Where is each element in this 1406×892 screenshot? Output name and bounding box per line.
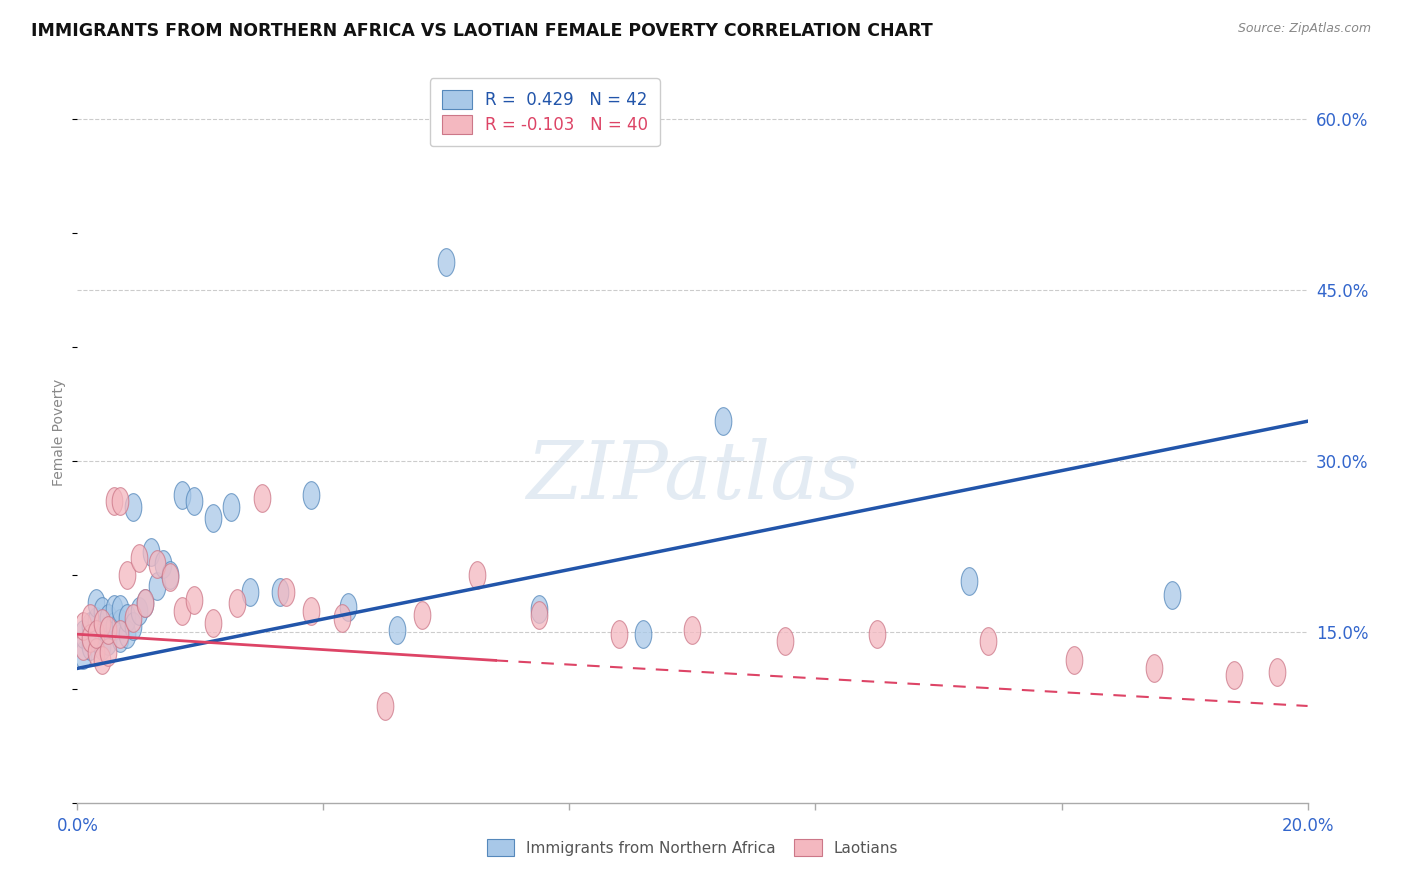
Point (72, 648, 94, 662)
Point (152, 557, 174, 571)
Point (183, 494, 205, 508)
Point (103, 619, 125, 633)
Point (607, 627, 630, 641)
Point (141, 545, 163, 559)
Text: ZIPatlas: ZIPatlas (526, 438, 859, 516)
Point (110, 627, 132, 641)
Point (90, 639, 114, 653)
Point (84, 614, 107, 628)
Point (250, 491, 273, 505)
Point (84, 597, 107, 611)
Point (527, 602, 550, 616)
Point (146, 579, 169, 593)
Point (276, 585, 298, 599)
Point (121, 619, 143, 633)
Point (183, 593, 205, 607)
Point (866, 627, 889, 641)
Point (146, 557, 169, 571)
Point (299, 488, 322, 502)
Point (201, 615, 224, 630)
Point (121, 500, 143, 514)
Point (79, 639, 101, 653)
Point (269, 585, 291, 599)
Point (97, 634, 120, 648)
Point (115, 568, 138, 582)
Point (103, 602, 125, 616)
Point (773, 634, 796, 648)
Point (682, 623, 704, 637)
Point (465, 568, 488, 582)
Point (115, 627, 138, 641)
Point (90, 653, 114, 667)
Point (1265, 665, 1288, 679)
Point (436, 254, 458, 268)
Point (957, 574, 980, 588)
Legend: Immigrants from Northern Africa, Laotians: Immigrants from Northern Africa, Laotian… (477, 830, 908, 865)
Point (1143, 661, 1166, 675)
Point (90, 615, 114, 630)
Text: Source: ZipAtlas.com: Source: ZipAtlas.com (1237, 22, 1371, 36)
Point (79, 619, 101, 633)
Point (977, 634, 1000, 648)
Point (711, 414, 734, 428)
Point (97, 623, 120, 637)
Point (159, 568, 181, 582)
Point (97, 645, 120, 659)
Point (79, 611, 101, 625)
Point (97, 611, 120, 625)
Point (159, 570, 181, 584)
Point (84, 631, 107, 645)
Point (134, 597, 156, 611)
Point (110, 602, 132, 616)
Point (72, 639, 94, 653)
Point (90, 604, 114, 618)
Point (121, 611, 143, 625)
Point (128, 550, 150, 565)
Point (1063, 653, 1085, 667)
Text: IMMIGRANTS FROM NORTHERN AFRICA VS LAOTIAN FEMALE POVERTY CORRELATION CHART: IMMIGRANTS FROM NORTHERN AFRICA VS LAOTI… (31, 22, 932, 40)
Point (134, 597, 156, 611)
Point (1161, 589, 1184, 603)
Point (128, 604, 150, 618)
Point (115, 611, 138, 625)
Point (299, 604, 322, 618)
Point (170, 488, 193, 502)
Point (1223, 668, 1246, 682)
Point (374, 698, 396, 713)
Point (411, 607, 433, 622)
Point (337, 599, 360, 614)
Point (110, 494, 132, 508)
Point (90, 623, 114, 637)
Point (201, 511, 224, 525)
Point (239, 585, 262, 599)
Point (219, 500, 242, 514)
Y-axis label: Female Poverty: Female Poverty (52, 379, 66, 486)
Point (385, 623, 409, 637)
Point (633, 627, 655, 641)
Point (330, 611, 353, 625)
Point (110, 615, 132, 630)
Point (170, 604, 193, 618)
Point (84, 645, 107, 659)
Point (79, 631, 101, 645)
Point (72, 627, 94, 641)
Point (527, 607, 550, 622)
Point (110, 631, 132, 645)
Point (103, 494, 125, 508)
Point (72, 619, 94, 633)
Point (226, 597, 249, 611)
Point (84, 627, 107, 641)
